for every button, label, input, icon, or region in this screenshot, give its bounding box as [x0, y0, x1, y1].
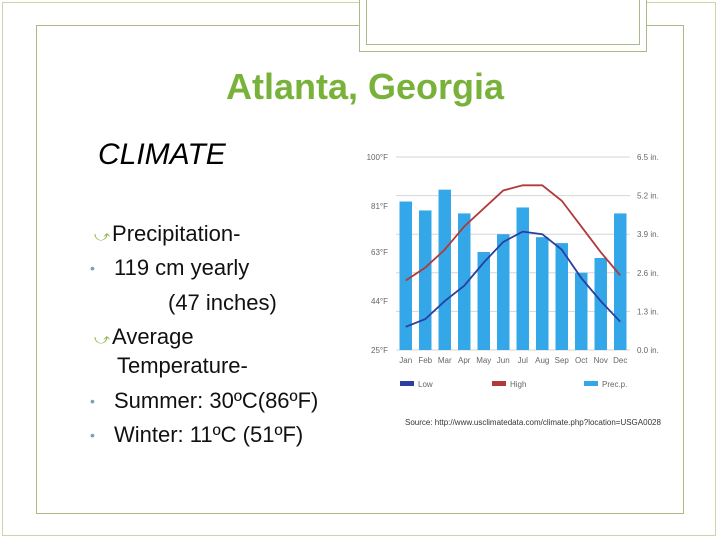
temp-heading-1: Average	[112, 324, 194, 349]
precip-heading: Precipitation-	[112, 221, 241, 246]
temp-heading-2: Temperature-	[117, 353, 248, 378]
precip-inches: (47 inches)	[168, 290, 277, 315]
dot-bullet-icon: •	[90, 427, 95, 443]
slide-title: Atlanta, Georgia	[225, 66, 505, 107]
top-tab-inner-decoration	[366, 0, 640, 45]
source-text: Source: http://www.usclimatedata.com/cli…	[405, 418, 661, 427]
arrow-bullet-icon: ⤻	[94, 331, 111, 348]
top-tab-decoration	[359, 0, 647, 52]
precip-heading-line: ⤻Precipitation-	[94, 221, 240, 250]
temp-heading-line: ⤻Average	[94, 324, 194, 353]
dot-bullet-icon: •	[90, 260, 95, 276]
winter-temp: Winter: 11ºC (51ºF)	[114, 422, 304, 447]
dot-bullet-icon: •	[90, 393, 95, 409]
slide-subtitle: CLIMATE	[98, 138, 226, 171]
arrow-bullet-icon: ⤻	[94, 228, 111, 245]
summer-temp: Summer: 30ºC(86ºF)	[114, 388, 319, 413]
precip-value: 119 cm yearly	[114, 255, 250, 280]
